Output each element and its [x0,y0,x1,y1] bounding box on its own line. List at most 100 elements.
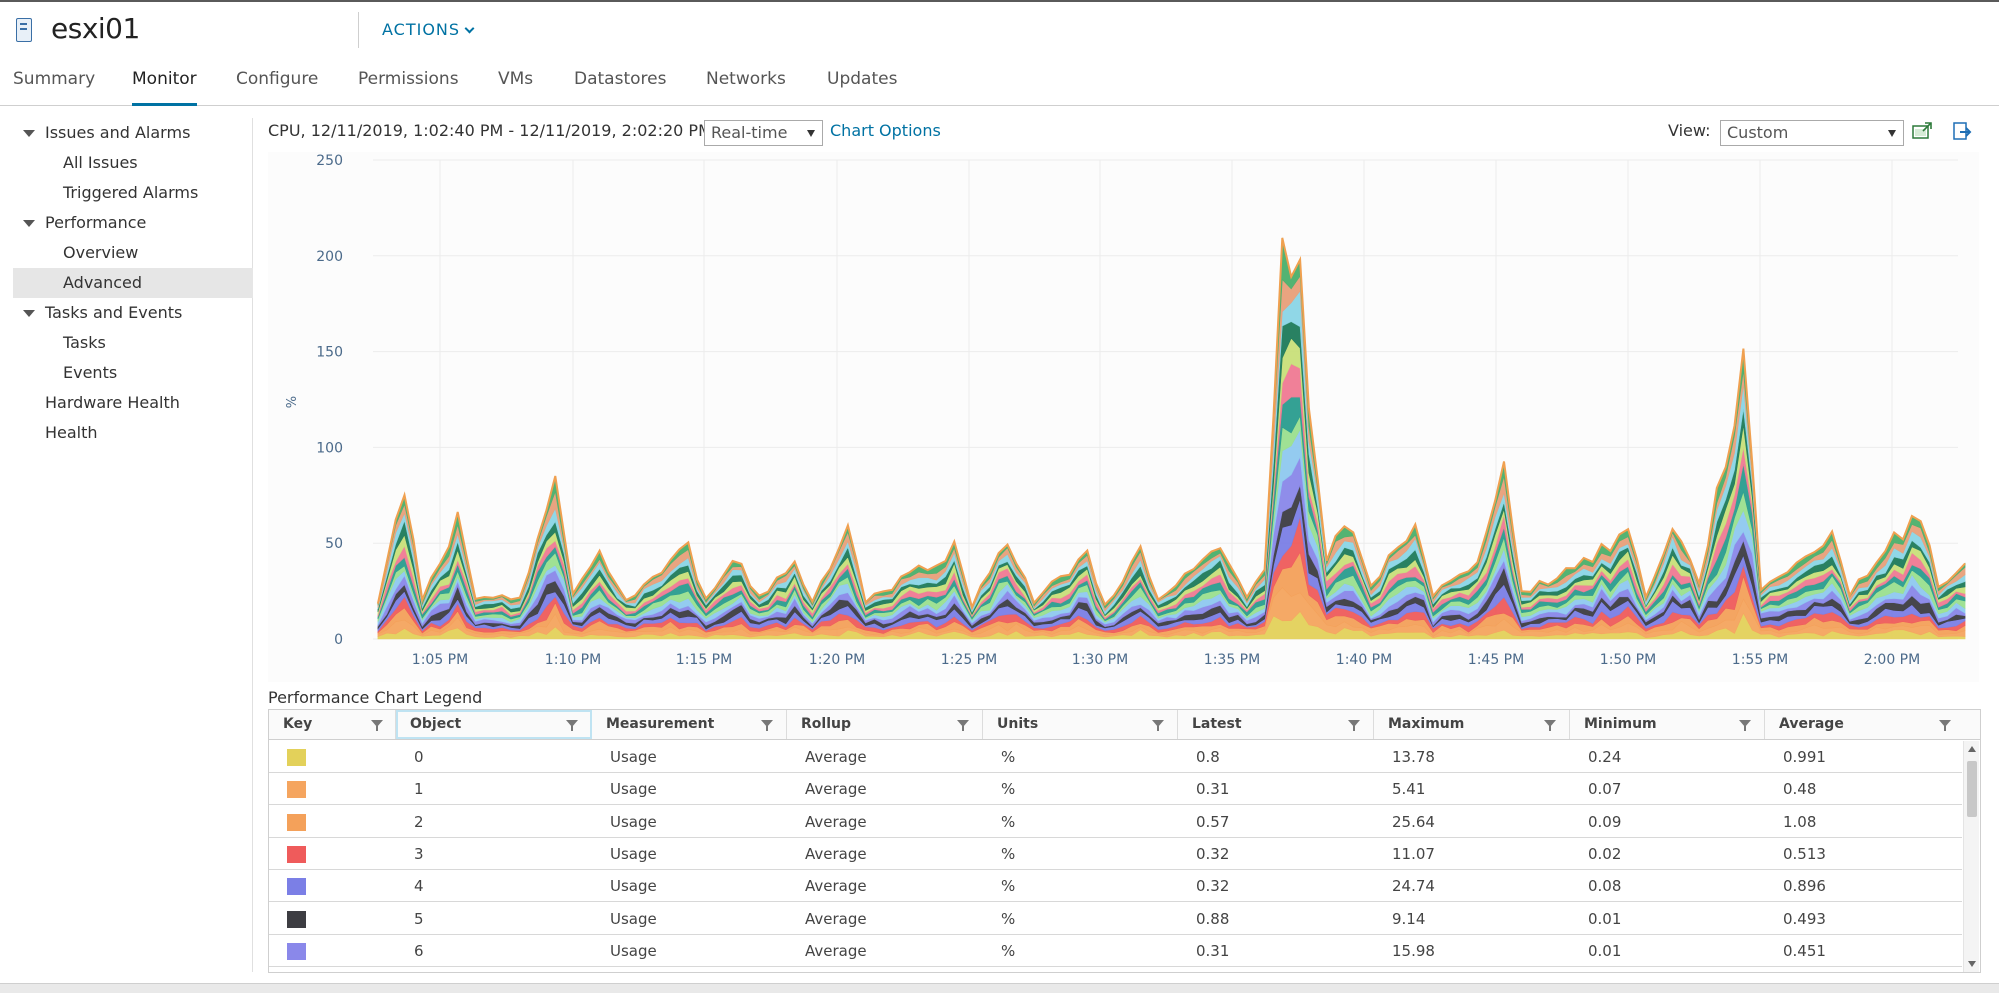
table-row[interactable]: 3 Usage Average% 0.32 11.07 0.02 0.513 [269,838,1962,870]
caret-down-icon[interactable] [23,310,35,317]
column-header-object[interactable]: Object [396,710,592,739]
cell-rollup: Average [805,780,867,799]
host-icon [16,18,32,42]
tab-networks[interactable]: Networks [706,69,786,89]
cell-rollup: Average [805,877,867,896]
tab-vms[interactable]: VMs [498,69,534,89]
sidebar-item-performance[interactable]: Performance [13,208,253,238]
table-row[interactable]: 4 Usage Average% 0.32 24.74 0.08 0.896 [269,870,1962,903]
cell-measurement: Usage [610,748,657,766]
sidebar-item-label: Advanced [63,273,143,292]
monitor-sidebar: Issues and Alarms All Issues Triggered A… [13,118,253,972]
sidebar-item-label: Overview [63,243,139,262]
cell-measurement: Usage [610,812,657,831]
filter-icon[interactable] [566,720,578,731]
table-row[interactable]: 6 Usage Average% 0.31 15.98 0.01 0.451 [269,935,1962,967]
tab-datastores[interactable]: Datastores [574,69,667,89]
column-header-label: Minimum [1584,716,1657,732]
filter-icon[interactable] [1739,720,1751,731]
y-tick-label: 200 [316,249,343,265]
y-tick-label: 100 [316,440,343,456]
cell-minimum: 0.09 [1588,812,1622,831]
object-header: esxi01 ACTIONS [0,2,1999,54]
chart-options-link[interactable]: Chart Options [830,121,941,140]
sidebar-item-overview[interactable]: Overview [13,238,253,268]
actions-label: ACTIONS [382,20,461,39]
sidebar-item-label: Tasks [63,333,106,352]
filter-icon[interactable] [371,720,383,731]
legend-key-swatch [287,942,306,960]
column-header-label: Measurement [606,716,715,732]
caret-down-icon[interactable] [23,130,35,137]
sidebar-item-tasks[interactable]: Tasks [13,328,253,358]
table-scrollbar[interactable] [1963,741,1979,972]
table-row[interactable]: 0 Usage Average% 0.8 13.78 0.24 0.991 [269,741,1962,773]
legend-title: Performance Chart Legend [268,688,483,707]
table-row[interactable]: 5 Usage Average% 0.88 9.14 0.01 0.493 [269,903,1962,935]
x-tick-label: 1:40 PM [1336,652,1392,668]
filter-icon[interactable] [1544,720,1556,731]
column-header-latest[interactable]: Latest [1178,710,1374,739]
cell-latest: 0.32 [1196,844,1230,863]
sidebar-item-issues-and-alarms[interactable]: Issues and Alarms [13,118,253,148]
x-tick-label: 1:45 PM [1468,652,1524,668]
scroll-thumb[interactable] [1967,761,1977,817]
column-header-measurement[interactable]: Measurement [592,710,787,739]
save-chart-icon[interactable] [1912,122,1932,140]
cell-average: 0.493 [1783,909,1826,928]
view-label: View: [1668,121,1711,140]
cell-latest: 0.31 [1196,780,1230,799]
cell-rollup: Average [805,812,867,831]
filter-icon[interactable] [1939,720,1951,731]
sidebar-item-all-issues[interactable]: All Issues [13,148,253,178]
column-header-units[interactable]: Units [983,710,1178,739]
x-tick-label: 1:30 PM [1072,652,1128,668]
legend-key-swatch [287,878,306,896]
column-header-maximum[interactable]: Maximum [1374,710,1570,739]
view-select[interactable]: Custom [1720,120,1904,146]
sidebar-item-hardware-health[interactable]: Hardware Health [13,388,253,418]
tab-permissions[interactable]: Permissions [358,69,459,89]
cell-average: 0.513 [1783,844,1826,863]
caret-down-icon[interactable] [23,220,35,227]
timespan-value: Real-time [711,123,788,142]
sidebar-item-triggered-alarms[interactable]: Triggered Alarms [13,178,253,208]
chevron-down-icon [464,23,475,34]
tab-summary[interactable]: Summary [13,69,96,89]
column-header-label: Units [997,716,1039,732]
x-tick-label: 1:10 PM [545,652,601,668]
export-icon[interactable] [1952,122,1972,140]
column-header-key[interactable]: Key [269,710,396,739]
cell-maximum: 9.14 [1392,909,1426,928]
filter-icon[interactable] [761,720,773,731]
column-header-minimum[interactable]: Minimum [1570,710,1765,739]
sidebar-item-advanced[interactable]: Advanced [13,268,253,298]
cell-latest: 0.8 [1196,748,1220,766]
cell-minimum: 0.01 [1588,941,1622,960]
tab-updates[interactable]: Updates [827,69,898,89]
legend-key-swatch [287,813,306,831]
filter-icon[interactable] [1152,720,1164,731]
status-bar [0,983,1999,993]
column-header-label: Object [410,716,462,732]
filter-icon[interactable] [957,720,969,731]
cell-measurement: Usage [610,877,657,896]
table-row[interactable]: 1 Usage Average% 0.31 5.41 0.07 0.48 [269,773,1962,806]
actions-menu-button[interactable]: ACTIONS [382,20,475,39]
tab-configure[interactable]: Configure [236,69,319,89]
column-header-rollup[interactable]: Rollup [787,710,983,739]
scroll-down-icon[interactable] [1968,961,1976,967]
cell-measurement: Usage [610,941,657,960]
cell-units: % [1001,844,1016,863]
x-tick-label: 2:00 PM [1864,652,1920,668]
column-header-average[interactable]: Average [1765,710,1980,739]
sidebar-item-health[interactable]: Health [13,418,253,448]
timespan-select[interactable]: Real-time [704,120,823,146]
cell-minimum: 0.01 [1588,909,1622,928]
tab-monitor[interactable]: Monitor [132,69,197,106]
sidebar-item-events[interactable]: Events [13,358,253,388]
sidebar-item-tasks-and-events[interactable]: Tasks and Events [13,298,253,328]
filter-icon[interactable] [1348,720,1360,731]
table-row[interactable]: 2 Usage Average% 0.57 25.64 0.09 1.08 [269,806,1962,838]
scroll-up-icon[interactable] [1968,746,1976,752]
